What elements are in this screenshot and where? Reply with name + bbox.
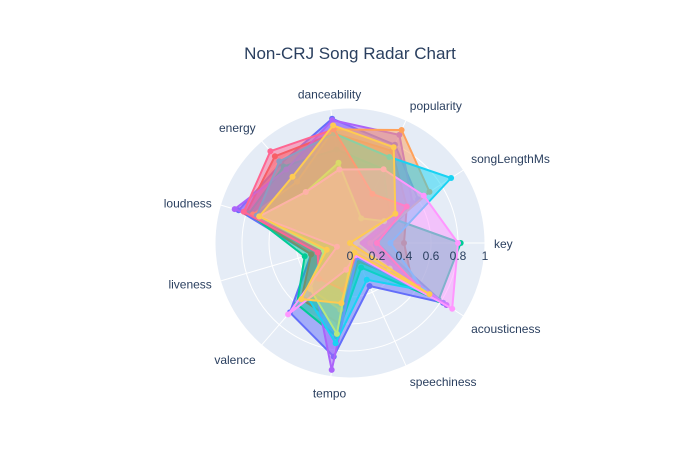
axis-label-loudness: loudness — [164, 196, 212, 210]
axis-label-key: key — [494, 237, 513, 251]
axis-label-tempo: tempo — [313, 387, 347, 401]
data-point — [338, 300, 345, 307]
data-point — [392, 210, 399, 217]
data-point — [448, 175, 455, 181]
radial-tick-label: 0.4 — [396, 249, 413, 263]
series-10 — [256, 122, 433, 307]
data-point — [323, 246, 330, 253]
data-point — [420, 192, 427, 199]
axis-labels: key songLengthMs popularity danceability ene… — [164, 88, 550, 401]
axis-label-songlengthms: songLengthMs — [471, 152, 550, 166]
data-point — [455, 240, 461, 246]
data-point — [256, 213, 263, 220]
data-point — [298, 296, 305, 303]
data-point — [328, 366, 335, 373]
chart-title: Non-CRJ Song Radar Chart — [244, 44, 456, 63]
axis-label-acousticness: acousticness — [471, 322, 540, 336]
data-point — [289, 173, 296, 180]
data-point — [449, 305, 456, 312]
axis-label-valence: valence — [214, 353, 256, 367]
data-point — [390, 144, 397, 151]
axis-label-liveness: liveness — [168, 278, 211, 292]
data-point — [366, 283, 373, 289]
radial-ticks: 0 0.2 0.4 0.6 0.8 1 — [347, 249, 489, 263]
axis-label-danceability: danceability — [298, 88, 361, 102]
data-point — [333, 330, 340, 337]
data-point — [426, 291, 433, 298]
axis-label-energy: energy — [219, 121, 256, 135]
data-point — [267, 148, 274, 155]
axis-label-popularity: popularity — [410, 99, 462, 113]
data-point — [332, 340, 339, 347]
data-point — [351, 249, 358, 256]
axis-label-speechiness: speechiness — [410, 375, 477, 389]
data-point — [398, 127, 405, 133]
data-point — [240, 208, 247, 215]
radial-tick-label: 0.2 — [369, 249, 386, 263]
data-point — [301, 253, 308, 260]
radial-tick-label: 0.6 — [423, 249, 440, 263]
data-point — [330, 122, 337, 129]
radial-tick-label: 1 — [482, 249, 489, 263]
data-point — [285, 311, 292, 318]
series-layer — [231, 115, 464, 373]
data-point — [329, 117, 336, 124]
data-point — [363, 276, 370, 283]
data-point — [231, 206, 238, 213]
data-point — [347, 240, 353, 246]
radial-tick-label: 0 — [347, 249, 354, 263]
series-area — [258, 124, 431, 305]
data-point — [314, 249, 321, 256]
radial-tick-label: 0.8 — [450, 249, 467, 263]
